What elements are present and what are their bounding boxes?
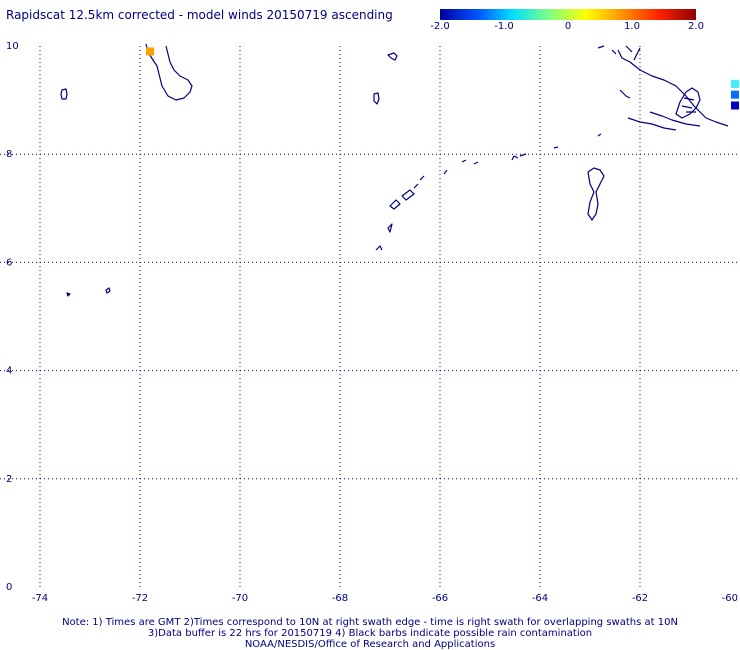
wind-cell [731,101,739,110]
island-chain-11 [375,245,383,251]
y-tick-label: 0 [6,582,12,593]
colorbar-tick: 2.0 [688,21,704,32]
island-bonaire-coast [373,92,380,105]
colorbar-legend: -2.0 -1.0 0 1.0 2.0 [430,9,704,33]
island-chain-10 [387,223,393,233]
coastline-paraguana [145,43,193,101]
y-tick-label: 4 [6,366,12,377]
wind-cell [731,90,739,99]
footnote-line: Note: 1) Times are GMT 2)Times correspon… [62,617,678,628]
x-tick-label: -64 [532,593,548,604]
x-tick-label: -68 [332,593,348,604]
colorbar-gradient [440,9,696,20]
island-chain-5 [443,169,448,175]
x-tick-label: -66 [432,593,448,604]
island-aruba-coast [60,88,68,100]
colorbar-tick: 1.0 [624,21,640,32]
island-chain-7 [511,153,527,161]
island-margarita-coast [587,167,605,221]
colorbar-tick: -2.0 [430,21,450,32]
footnote-line: NOAA/NESDIS/Office of Research and Appli… [244,639,496,650]
island-chain-2 [401,189,415,201]
island-chain-6 [461,159,479,165]
y-tick-label: 2 [6,474,12,485]
wind-cell [731,79,739,88]
coastline-orinoco-delta [619,89,701,131]
x-axis-labels: -74 -72 -70 -68 -66 -64 -62 -60 [32,593,738,604]
coastline-trinidad [675,87,701,119]
island-chain-4 [419,175,425,181]
y-tick-label: 10 [6,41,19,52]
wind-cell [146,47,154,56]
colorbar-tick: 0 [564,21,572,32]
x-tick-label: -60 [722,593,738,604]
y-tick-label: 6 [6,257,12,268]
island-west-small-2 [105,287,111,294]
colorbar-tick: -1.0 [494,21,514,32]
island-chain-3 [413,183,419,189]
island-chain-8 [553,146,559,149]
map-grid [0,46,740,587]
x-tick-label: -74 [32,593,48,604]
island-west-small-1 [66,292,71,297]
x-tick-label: -70 [232,593,248,604]
map-title: Rapidscat 12.5km corrected - model winds… [6,8,393,22]
footnote-line: 3)Data buffer is 22 hrs for 20150719 4) … [147,628,593,639]
x-tick-label: -72 [132,593,148,604]
y-tick-label: 8 [6,149,12,160]
coastline [60,43,729,297]
island-small-north [387,52,398,61]
island-chain-1 [389,199,401,210]
x-tick-label: -62 [632,593,648,604]
y-axis-labels: 0 2 4 6 8 10 [6,41,19,593]
footnotes: Note: 1) Times are GMT 2)Times correspon… [0,617,740,650]
wind-cells [146,47,739,110]
island-chain-9 [597,133,602,137]
coastline-gulf-paria [597,45,729,127]
